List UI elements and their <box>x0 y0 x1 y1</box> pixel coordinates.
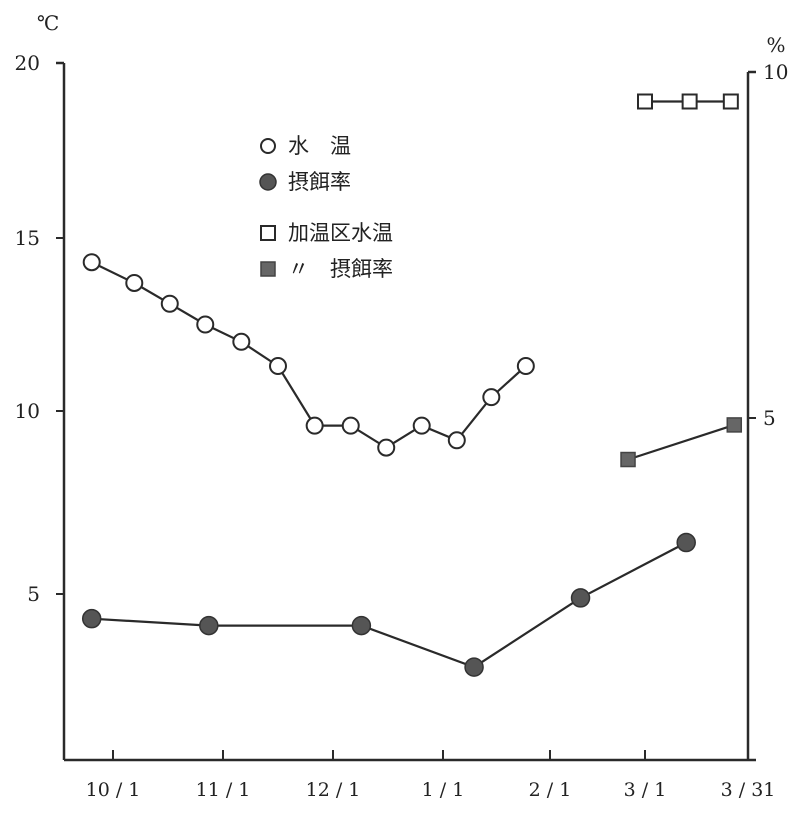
open-circle-point <box>482 388 501 407</box>
left-tick-label: 15 <box>15 226 40 250</box>
open-circle-point <box>82 253 101 272</box>
open-circle-point <box>160 294 179 313</box>
open-circle-point <box>269 357 287 376</box>
x-tick-label: 3 / 1 <box>624 779 667 801</box>
legend-open-square-icon <box>260 225 276 241</box>
x-tick-label: 12 / 1 <box>306 779 361 801</box>
open-circle-point <box>305 416 324 435</box>
right-axis-unit: % <box>766 33 785 57</box>
filled-circle-point <box>464 657 484 677</box>
x-tick-label: 11 / 1 <box>196 779 251 801</box>
open-square-point <box>722 93 739 110</box>
legend-filled-circle-icon <box>259 173 277 191</box>
right-tick-label: 10 <box>763 60 788 84</box>
legend-filled-square-icon <box>260 261 276 277</box>
filled-circle-point <box>570 588 591 608</box>
filled-circle-point <box>81 608 102 629</box>
open-circle-point <box>516 357 535 376</box>
legend-label: 水 温 <box>288 134 351 158</box>
open-square-point <box>681 93 698 110</box>
open-circle-point <box>125 273 144 292</box>
legend-open-circle-icon <box>260 138 276 154</box>
left-tick-label: 10 <box>15 399 40 423</box>
x-tick-label: 1 / 1 <box>422 779 465 801</box>
x-tick-label: 2 / 1 <box>529 779 572 801</box>
left-tick-label: 20 <box>15 51 40 75</box>
filled-square-point <box>620 451 636 468</box>
filled-circle-point <box>351 615 372 636</box>
open-circle-point <box>196 315 215 334</box>
legend-label: 〃 摂餌率 <box>288 257 393 281</box>
open-circle-point <box>412 416 431 435</box>
open-circle-point <box>232 332 251 351</box>
right-tick-label: 5 <box>763 406 776 430</box>
left-axis-unit: ℃ <box>37 11 59 35</box>
filled-square-point <box>726 417 743 433</box>
left-tick-label: 5 <box>27 582 40 606</box>
x-tick-label: 10 / 1 <box>86 779 141 801</box>
open-circle-point <box>341 416 360 435</box>
open-square-point <box>637 93 653 110</box>
x-tick-label: 3 / 31 <box>721 779 776 801</box>
filled-circle-point <box>676 532 696 553</box>
series-line-1 <box>91 541 687 669</box>
filled-circle-point <box>199 615 219 636</box>
legend-label: 加温区水温 <box>288 221 393 245</box>
series-line-3 <box>627 423 735 461</box>
open-circle-point <box>447 431 466 450</box>
legend-label: 摂餌率 <box>288 170 351 194</box>
open-circle-point <box>377 438 396 457</box>
